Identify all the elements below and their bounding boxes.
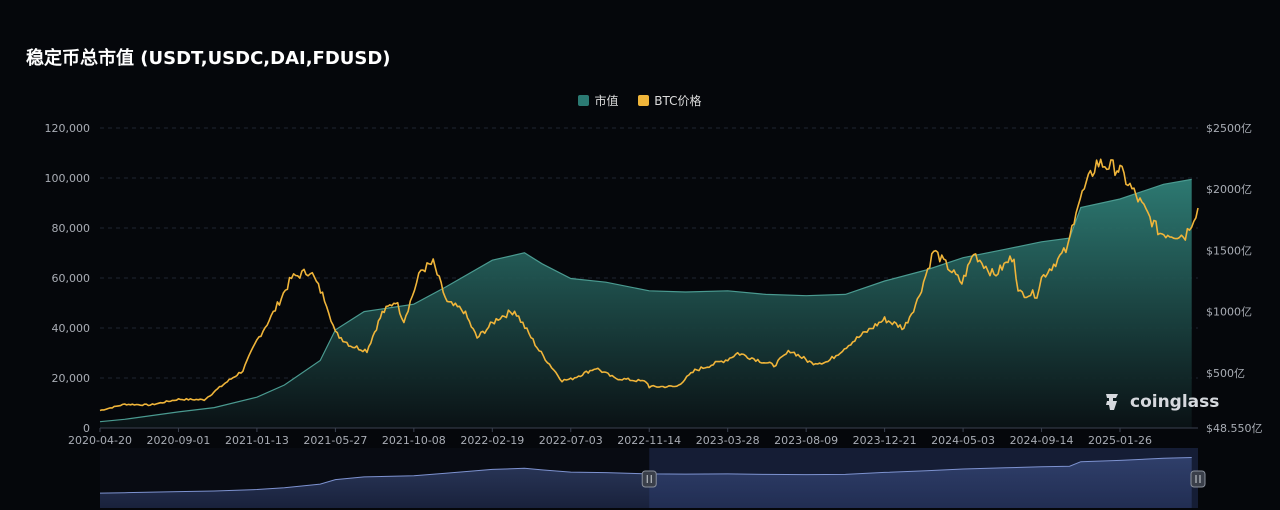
x-tick-label: 2020-09-01 bbox=[146, 434, 210, 447]
legend-label-btc: BTC价格 bbox=[654, 94, 702, 108]
legend-swatch-btc bbox=[638, 95, 650, 106]
btc-line-layer bbox=[99, 158, 1199, 412]
marketcap-area bbox=[100, 179, 1192, 428]
navigator-selected-range bbox=[649, 448, 1198, 508]
watermark: coinglass bbox=[1100, 390, 1219, 414]
coinglass-logo-icon bbox=[1106, 394, 1118, 410]
left-tick-label: 40,000 bbox=[52, 322, 91, 335]
legend-item-btc[interactable]: BTC价格 bbox=[638, 92, 702, 109]
navigator-handle-start-grip bbox=[641, 470, 657, 488]
right-tick-label: $1000亿 bbox=[1206, 306, 1252, 319]
x-tick-label: 2025-01-26 bbox=[1088, 434, 1152, 447]
x-tick-label: 2023-03-28 bbox=[696, 434, 760, 447]
x-tick-label: 2022-11-14 bbox=[617, 434, 681, 447]
left-tick-label: 60,000 bbox=[52, 272, 91, 285]
marketcap-area-layer bbox=[99, 178, 1192, 428]
x-tick-label: 2023-12-21 bbox=[853, 434, 917, 447]
x-tick-label: 2022-02-19 bbox=[460, 434, 524, 447]
watermark-text: coinglass bbox=[1130, 392, 1220, 412]
right-tick-label: $1500亿 bbox=[1206, 244, 1252, 257]
x-tick-label: 2021-01-13 bbox=[225, 434, 289, 447]
right-tick-label: $500亿 bbox=[1206, 367, 1245, 380]
left-tick-label: 120,000 bbox=[45, 122, 91, 135]
x-tick-label: 2021-05-27 bbox=[303, 434, 367, 447]
right-axis-ticks: $48.550亿 $500亿 $1000亿 $1500亿 $2000亿 $2500亿 bbox=[1206, 122, 1263, 435]
x-axis-ticks: 2020-04-20 2020-09-01 2021-01-13 2021-05-27… bbox=[68, 427, 1198, 447]
legend-swatch-marketcap bbox=[578, 95, 590, 106]
left-axis-ticks: 0 20,000 40,000 60,000 80,000 100,000 120,000 bbox=[45, 122, 91, 435]
chart-legend: 市值 BTC价格 bbox=[0, 92, 1280, 109]
left-tick-label: 20,000 bbox=[52, 372, 91, 385]
x-tick-label: 2024-09-14 bbox=[1010, 434, 1074, 447]
navigator-line bbox=[99, 457, 1192, 494]
x-tick-label: 2024-05-03 bbox=[931, 434, 995, 447]
left-tick-label: 80,000 bbox=[52, 222, 91, 235]
right-tick-label: $2500亿 bbox=[1206, 122, 1252, 135]
legend-label-marketcap: 市值 bbox=[594, 94, 619, 108]
navigator-handle-end[interactable] bbox=[1190, 470, 1206, 488]
navigator-handle-end-grip bbox=[1190, 470, 1206, 488]
x-tick-label: 2021-10-08 bbox=[382, 434, 446, 447]
legend-item-marketcap[interactable]: 市值 bbox=[578, 92, 618, 109]
x-tick-label: 2020-04-20 bbox=[68, 434, 132, 447]
navigator-handle-start[interactable] bbox=[641, 470, 657, 488]
btc-price-line bbox=[99, 158, 1199, 412]
right-tick-label: $2000亿 bbox=[1206, 183, 1252, 196]
right-tick-label: $48.550亿 bbox=[1206, 422, 1263, 435]
x-tick-label: 2023-08-09 bbox=[774, 434, 838, 447]
chart-title: 稳定币总市值 (USDT,USDC,DAI,FDUSD) bbox=[26, 48, 391, 69]
left-tick-label: 0 bbox=[83, 422, 90, 435]
left-tick-label: 100,000 bbox=[45, 172, 91, 185]
x-tick-label: 2022-07-03 bbox=[539, 434, 603, 447]
marketcap-line bbox=[99, 178, 1192, 423]
range-navigator[interactable] bbox=[99, 448, 1206, 508]
